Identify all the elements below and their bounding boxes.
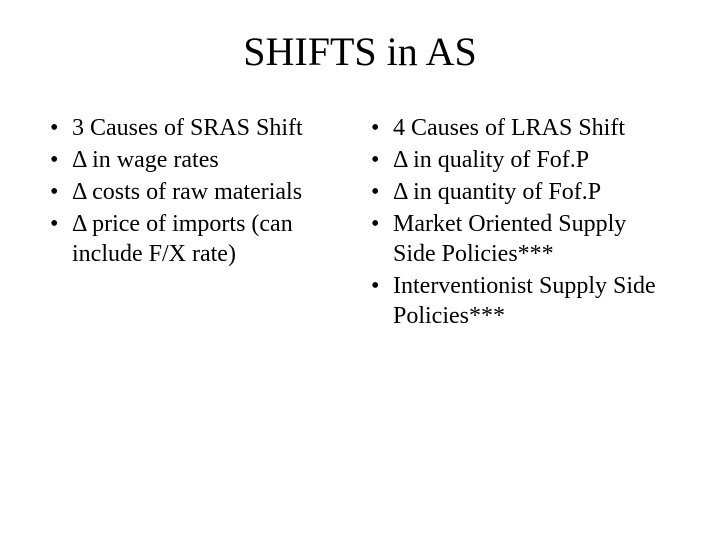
slide-container: SHIFTS in AS • 3 Causes of SRAS Shift • … [0,0,720,540]
bullet-icon: • [369,271,393,301]
right-bullet-list: • 4 Causes of LRAS Shift • Δ in quality … [369,113,672,331]
bullet-icon: • [48,145,72,175]
bullet-text: Δ price of imports (can include F/X rate… [72,209,351,269]
bullet-icon: • [369,209,393,239]
bullet-icon: • [369,145,393,175]
list-item: • Δ costs of raw materials [48,177,351,207]
content-columns: • 3 Causes of SRAS Shift • Δ in wage rat… [48,113,672,333]
bullet-text: Interventionist Supply Side Policies*** [393,271,672,331]
bullet-text: Δ in quantity of Fof.P [393,177,672,207]
right-column: • 4 Causes of LRAS Shift • Δ in quality … [369,113,672,333]
list-item: • 3 Causes of SRAS Shift [48,113,351,143]
bullet-text: 3 Causes of SRAS Shift [72,113,351,143]
left-column: • 3 Causes of SRAS Shift • Δ in wage rat… [48,113,351,333]
list-item: • Interventionist Supply Side Policies**… [369,271,672,331]
list-item: • 4 Causes of LRAS Shift [369,113,672,143]
bullet-text: Δ costs of raw materials [72,177,351,207]
list-item: • Δ price of imports (can include F/X ra… [48,209,351,269]
bullet-text: Market Oriented Supply Side Policies*** [393,209,672,269]
bullet-icon: • [48,177,72,207]
bullet-icon: • [48,113,72,143]
bullet-icon: • [369,113,393,143]
list-item: • Δ in quantity of Fof.P [369,177,672,207]
bullet-icon: • [369,177,393,207]
list-item: • Δ in quality of Fof.P [369,145,672,175]
slide-title: SHIFTS in AS [48,28,672,75]
bullet-text: Δ in wage rates [72,145,351,175]
list-item: • Δ in wage rates [48,145,351,175]
bullet-text: Δ in quality of Fof.P [393,145,672,175]
bullet-text: 4 Causes of LRAS Shift [393,113,672,143]
bullet-icon: • [48,209,72,239]
left-bullet-list: • 3 Causes of SRAS Shift • Δ in wage rat… [48,113,351,269]
list-item: • Market Oriented Supply Side Policies**… [369,209,672,269]
